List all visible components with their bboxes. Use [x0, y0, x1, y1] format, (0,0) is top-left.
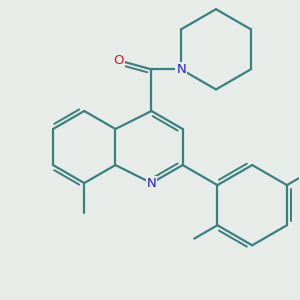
Text: N: N: [147, 177, 156, 190]
Text: N: N: [176, 63, 186, 76]
Text: O: O: [113, 54, 124, 67]
